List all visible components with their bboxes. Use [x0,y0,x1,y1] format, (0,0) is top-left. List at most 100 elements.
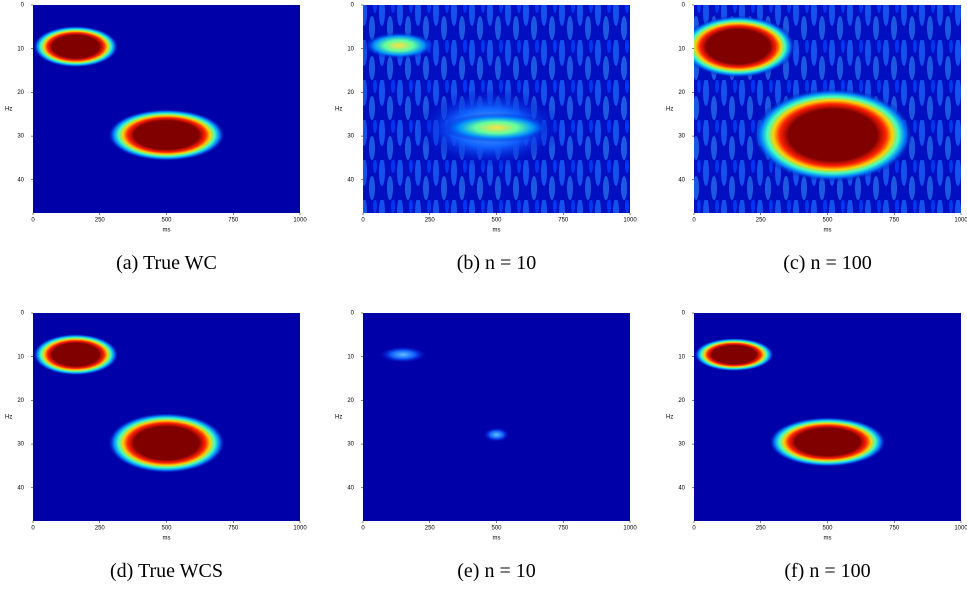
caption: (c) n = 100 [783,252,871,274]
x-tick-label: 250 [425,218,436,224]
heatmap-blob [107,109,226,161]
heatmap-cells [694,313,961,521]
caption: (f) n = 100 [784,560,870,582]
heatmap-cells [363,313,630,521]
x-tick-label: 1000 [293,526,307,532]
x-axis-label: ms [163,228,171,234]
x-tick-label: 250 [756,218,767,224]
caption: (b) n = 10 [457,252,537,274]
heatmap-blob [443,113,550,143]
heatmap-blob [33,25,119,68]
y-tick-label: 40 [678,485,685,491]
x-tick-label: 500 [822,526,833,532]
y-tick-label: 0 [351,311,355,317]
heatmap-blob [694,15,796,78]
y-axis-label: Hz [666,415,673,421]
heatmap-blob [752,88,913,182]
heatmap-blob [107,412,226,474]
heatmap-cells [33,5,300,213]
x-tick-label: 500 [161,526,172,532]
y-axis-label: Hz [5,415,12,421]
x-tick-label: 750 [228,218,239,224]
heatmap-panel: 0 250 500 750 1000 0 10 20 30 40 ms Hz (d) True WCS [5,311,307,582]
y-axis-label: Hz [5,107,12,113]
y-axis-label: Hz [335,107,342,113]
heatmap-blob [33,333,119,376]
x-tick-label: 0 [692,526,696,532]
caption: (d) True WCS [110,560,223,582]
x-tick-label: 250 [95,526,106,532]
y-tick-label: 30 [17,442,24,448]
x-tick-label: 500 [491,218,502,224]
x-tick-label: 500 [822,218,833,224]
x-tick-label: 1000 [954,218,967,224]
heatmap-panel: 0 250 500 750 1000 0 10 20 30 40 ms Hz (f) n = 100 [666,311,967,582]
y-tick-label: 20 [678,90,685,96]
y-tick-label: 30 [678,442,685,448]
x-tick-label: 0 [361,526,365,532]
x-axis-label: ms [824,228,832,234]
x-tick-label: 750 [889,218,900,224]
x-tick-label: 750 [889,526,900,532]
heatmap-panel: 0 250 500 750 1000 0 10 20 30 40 ms Hz (b) n = 10 [335,3,637,274]
y-tick-label: 0 [351,3,355,9]
x-tick-label: 1000 [954,526,967,532]
heatmap-background [363,313,630,521]
y-tick-label: 10 [678,46,685,52]
heatmap-panel: 0 250 500 750 1000 0 10 20 30 40 ms Hz (c) n = 100 [666,3,967,274]
x-tick-label: 750 [558,218,569,224]
caption: (a) True WC [116,252,217,274]
x-tick-label: 0 [361,218,365,224]
x-tick-label: 1000 [623,218,637,224]
x-tick-label: 500 [491,526,502,532]
heatmap-cells [33,313,300,521]
y-tick-label: 40 [17,177,24,183]
x-tick-label: 750 [228,526,239,532]
x-axis-label: ms [493,228,501,234]
x-tick-label: 0 [31,218,35,224]
heatmap-blob [379,346,428,363]
x-tick-label: 250 [95,218,106,224]
y-tick-label: 10 [678,354,685,360]
y-tick-label: 20 [678,398,685,404]
heatmap-panel: 0 250 500 750 1000 0 10 20 30 40 ms Hz (a) True WC [5,3,307,274]
y-tick-label: 40 [347,177,354,183]
y-tick-label: 40 [678,177,685,183]
x-tick-label: 250 [425,526,436,532]
x-tick-label: 750 [558,526,569,532]
y-tick-label: 20 [17,90,24,96]
x-tick-label: 1000 [623,526,637,532]
y-tick-label: 0 [682,311,686,317]
y-axis-label: Hz [335,415,342,421]
heatmap-cells [363,5,630,213]
x-axis-label: ms [163,536,171,542]
caption: (e) n = 10 [457,560,535,582]
y-tick-label: 30 [17,134,24,140]
heatmap-panel: 0 250 500 750 1000 0 10 20 30 40 ms Hz (e) n = 10 [335,311,637,582]
y-tick-label: 0 [21,311,25,317]
heatmap-blob [768,417,887,467]
heatmap-blob [694,337,775,372]
heatmap-cells [694,5,961,213]
y-tick-label: 20 [17,398,24,404]
y-tick-label: 20 [347,398,354,404]
y-tick-label: 10 [347,354,354,360]
y-tick-label: 30 [347,134,354,140]
heatmap-blob [363,32,436,60]
y-tick-label: 0 [682,3,686,9]
y-tick-label: 10 [347,46,354,52]
y-tick-label: 10 [17,46,24,52]
x-tick-label: 1000 [293,218,307,224]
heatmap-blob [483,427,510,442]
y-tick-label: 0 [21,3,25,9]
y-tick-label: 30 [678,134,685,140]
y-tick-label: 10 [17,354,24,360]
y-tick-label: 40 [347,485,354,491]
y-tick-label: 30 [347,442,354,448]
x-axis-label: ms [493,536,501,542]
x-tick-label: 250 [756,526,767,532]
y-tick-label: 20 [347,90,354,96]
y-tick-label: 40 [17,485,24,491]
x-axis-label: ms [824,536,832,542]
